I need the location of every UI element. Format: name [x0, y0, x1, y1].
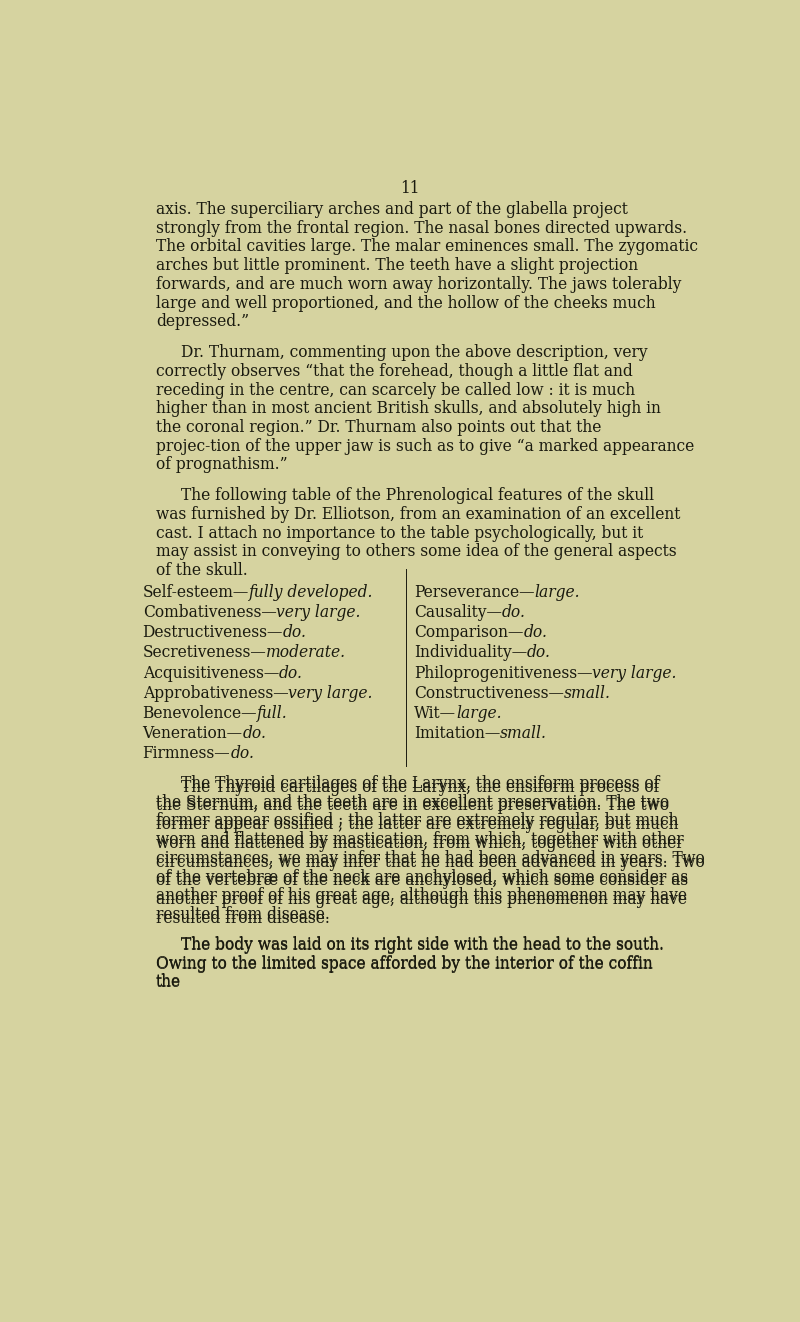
Text: higher than in most ancient British skulls, and absolutely high in: higher than in most ancient British skul… — [156, 401, 661, 418]
Text: was furnished by Dr. Elliotson, from an examination of an excellent: was furnished by Dr. Elliotson, from an … — [156, 506, 680, 524]
Text: of prognathism.”: of prognathism.” — [156, 456, 287, 473]
Text: do.: do. — [283, 624, 307, 641]
Text: Destructiveness—: Destructiveness— — [142, 624, 283, 641]
Text: Acquisitiveness—: Acquisitiveness— — [142, 665, 279, 682]
Text: moderate.: moderate. — [266, 644, 346, 661]
Text: correctly observes “that the forehead, though a little flat and: correctly observes “that the forehead, t… — [156, 362, 633, 379]
Text: Constructiveness—: Constructiveness— — [414, 685, 564, 702]
Text: receding in the centre, can scarcely be called low : it is much: receding in the centre, can scarcely be … — [156, 382, 635, 399]
Text: small.: small. — [500, 726, 547, 742]
Text: resulted from disease.: resulted from disease. — [156, 910, 330, 927]
Text: the: the — [156, 974, 181, 992]
Text: very large.: very large. — [288, 685, 373, 702]
Text: resulted from disease.: resulted from disease. — [156, 906, 330, 923]
Text: of the vertebræ of the neck are anchylosed, which some consider as: of the vertebræ of the neck are anchylos… — [156, 873, 688, 890]
Text: Secretiveness—: Secretiveness— — [142, 644, 266, 661]
Text: do.: do. — [523, 624, 547, 641]
Text: Dr. Thurnam, commenting upon the above description, very: Dr. Thurnam, commenting upon the above d… — [181, 344, 647, 361]
Text: the coronal region.” Dr. Thurnam also points out that the: the coronal region.” Dr. Thurnam also po… — [156, 419, 601, 436]
Text: Benevolence—: Benevolence— — [142, 705, 257, 722]
Text: axis. The superciliary arches and part of the glabella project: axis. The superciliary arches and part o… — [156, 201, 628, 218]
Text: large.: large. — [456, 705, 502, 722]
Text: worn and flattened by mastication, from which, together with other: worn and flattened by mastication, from … — [156, 832, 683, 849]
Text: another proof of his great age, although this phenomenon may have: another proof of his great age, although… — [156, 887, 686, 904]
Text: The body was laid on its right side with the head to the south.: The body was laid on its right side with… — [181, 937, 664, 954]
Text: The following table of the Phrenological features of the skull: The following table of the Phrenological… — [181, 488, 654, 504]
Text: do.: do. — [242, 726, 266, 742]
Text: the Sternum, and the teeth are in excellent preservation. The two: the Sternum, and the teeth are in excell… — [156, 793, 669, 810]
Text: another proof of his great age, although this phenomenon may have: another proof of his great age, although… — [156, 891, 686, 908]
Text: The orbital cavities large. The malar eminences small. The zygomatic: The orbital cavities large. The malar em… — [156, 238, 698, 255]
Text: depressed.”: depressed.” — [156, 313, 249, 330]
Text: the: the — [156, 973, 181, 990]
Text: former appear ossified ; the latter are extremely regular, but much: former appear ossified ; the latter are … — [156, 813, 678, 829]
Text: Approbativeness—: Approbativeness— — [142, 685, 288, 702]
Text: Wit—: Wit— — [414, 705, 456, 722]
Text: Owing to the limited space afforded by the interior of the coffin: Owing to the limited space afforded by t… — [156, 956, 653, 973]
Text: Individuality—: Individuality— — [414, 644, 527, 661]
Text: fully developed.: fully developed. — [249, 584, 374, 600]
Text: small.: small. — [564, 685, 610, 702]
Text: do.: do. — [502, 604, 526, 621]
Text: full.: full. — [257, 705, 288, 722]
Text: The body was laid on its right side with the head to the south.: The body was laid on its right side with… — [181, 936, 664, 953]
Text: arches but little prominent. The teeth have a slight projection: arches but little prominent. The teeth h… — [156, 258, 638, 274]
Text: do.: do. — [527, 644, 551, 661]
Text: Firmness—: Firmness— — [142, 746, 230, 763]
Text: strongly from the frontal region. The nasal bones directed upwards.: strongly from the frontal region. The na… — [156, 219, 687, 237]
Text: of the skull.: of the skull. — [156, 562, 247, 579]
Text: Perseverance—: Perseverance— — [414, 584, 534, 600]
Text: of the vertebræ of the neck are anchylosed, which some consider as: of the vertebræ of the neck are anchylos… — [156, 869, 688, 886]
Text: Causality—: Causality— — [414, 604, 502, 621]
Text: The Thyroid cartilages of the Larynx, the ensiform process of: The Thyroid cartilages of the Larynx, th… — [181, 779, 659, 796]
Text: do.: do. — [230, 746, 254, 763]
Text: circumstances, we may infer that he had been advanced in years. Two: circumstances, we may infer that he had … — [156, 854, 705, 871]
Text: very large.: very large. — [276, 604, 361, 621]
Text: Imitation—: Imitation— — [414, 726, 500, 742]
Text: cast. I attach no importance to the table psychologically, but it: cast. I attach no importance to the tabl… — [156, 525, 643, 542]
Text: Self-esteem—: Self-esteem— — [142, 584, 249, 600]
Text: The Thyroid cartilages of the Larynx, the ensiform process of: The Thyroid cartilages of the Larynx, th… — [181, 775, 659, 792]
Text: Veneration—: Veneration— — [142, 726, 242, 742]
Text: large.: large. — [534, 584, 580, 600]
Text: forwards, and are much worn away horizontally. The jaws tolerably: forwards, and are much worn away horizon… — [156, 276, 681, 293]
Text: Combativeness—: Combativeness— — [142, 604, 276, 621]
Text: do.: do. — [279, 665, 302, 682]
Text: worn and flattened by mastication, from which, together with other: worn and flattened by mastication, from … — [156, 836, 683, 851]
Text: 11: 11 — [400, 180, 420, 197]
Text: large and well proportioned, and the hollow of the cheeks much: large and well proportioned, and the hol… — [156, 295, 655, 312]
Text: circumstances, we may infer that he had been advanced in years. Two: circumstances, we may infer that he had … — [156, 850, 705, 867]
Text: very large.: very large. — [592, 665, 677, 682]
Text: former appear ossified ; the latter are extremely regular, but much: former appear ossified ; the latter are … — [156, 816, 678, 833]
Text: Philoprogenitiveness—: Philoprogenitiveness— — [414, 665, 592, 682]
Text: Comparison—: Comparison— — [414, 624, 523, 641]
Text: projec-tion of the upper jaw is such as to give “a marked appearance: projec-tion of the upper jaw is such as … — [156, 438, 694, 455]
Text: Owing to the limited space afforded by the interior of the coffin: Owing to the limited space afforded by t… — [156, 954, 653, 972]
Text: the Sternum, and the teeth are in excellent preservation. The two: the Sternum, and the teeth are in excell… — [156, 797, 669, 814]
Text: may assist in conveying to others some idea of the general aspects: may assist in conveying to others some i… — [156, 543, 677, 561]
